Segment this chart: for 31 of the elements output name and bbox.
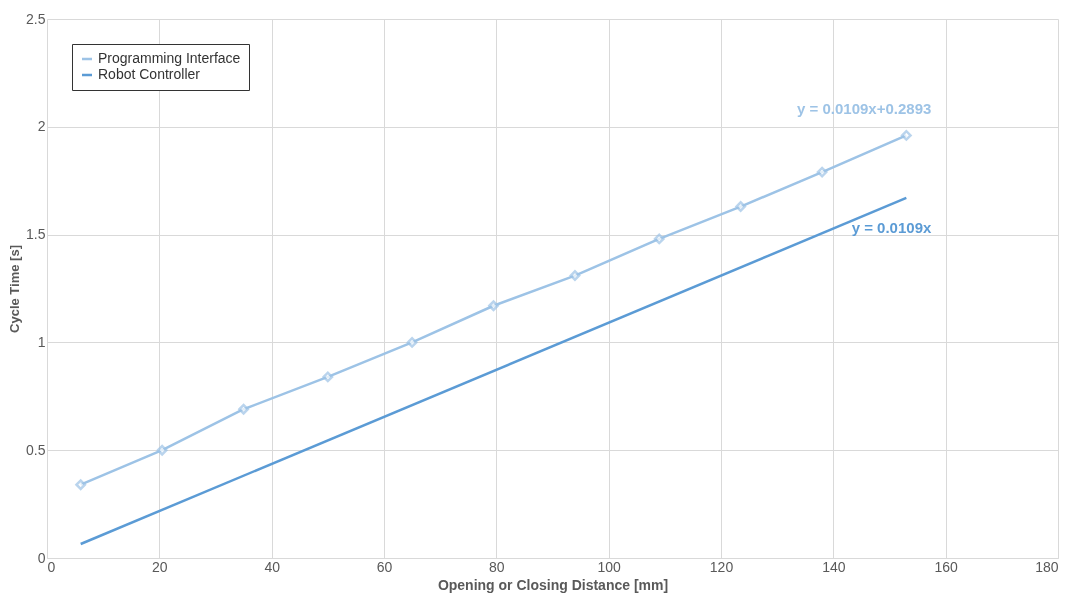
x-tick-label: 120 [709, 558, 734, 575]
x-axis-title: Opening or Closing Distance [mm] [437, 576, 669, 593]
y-tick-label: 1.5 [26, 226, 46, 243]
point [238, 403, 250, 415]
y-tick-label: 0.5 [26, 441, 46, 458]
x-tick-label: 180 [1035, 558, 1059, 575]
point [156, 444, 168, 456]
x-tick-label: 80 [489, 558, 505, 575]
point [75, 479, 87, 491]
legend-label: Robot Controller [98, 66, 201, 82]
point [735, 201, 747, 213]
y-tick-label: 2.5 [26, 10, 46, 27]
point [322, 371, 334, 383]
y-axis-title: Cycle Time [s] [7, 245, 23, 333]
point [816, 166, 828, 178]
x-tick-label: 100 [597, 558, 622, 575]
x-tick-label: 160 [934, 558, 959, 575]
point [653, 233, 665, 245]
x-tick-label: 40 [264, 558, 281, 575]
x-tick-label: 20 [152, 558, 168, 575]
x-tick-label: 140 [822, 558, 846, 575]
x-tick-label: 60 [376, 558, 393, 575]
point [569, 270, 581, 281]
y-tick-label: 1 [37, 333, 46, 350]
annotation: y = 0.0109x [851, 218, 932, 236]
point [488, 300, 499, 312]
point [406, 336, 418, 348]
point [900, 129, 912, 141]
annotation: y = 0.0109x+0.2893 [797, 100, 932, 118]
y-tick-label: 2 [37, 118, 46, 135]
legend-label: Programming Interface [98, 50, 241, 66]
